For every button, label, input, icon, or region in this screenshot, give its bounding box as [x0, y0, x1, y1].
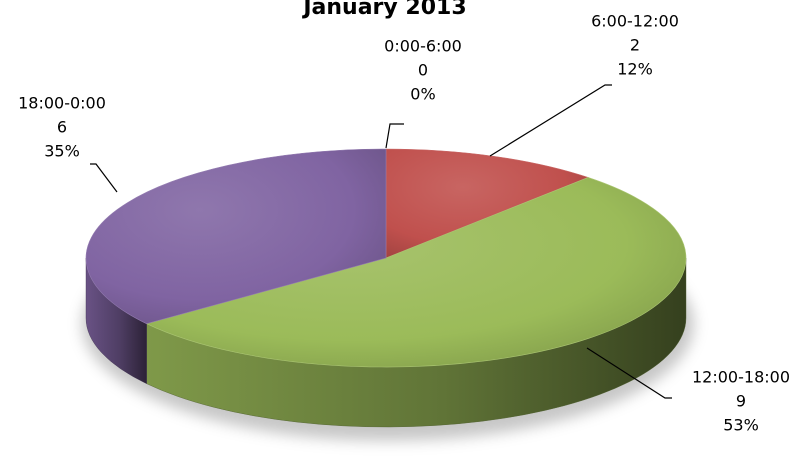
data-label-12-00-18-00-value: 9	[736, 392, 746, 411]
data-label-6-00-12-00-percent: 12%	[617, 60, 653, 79]
data-label-18-00-0-00-percent: 35%	[44, 142, 80, 161]
pie-slice-12-00-18-00	[145, 177, 687, 368]
leader-line-6-00-12-00	[489, 84, 612, 157]
chart-title: January 2013	[301, 0, 466, 20]
pie-slice-18-00-0-00	[85, 148, 387, 325]
data-label-6-00-12-00-category: 6:00-12:00	[591, 12, 679, 31]
data-label-6-00-12-00-value: 2	[630, 36, 640, 55]
data-labels: 0:00-6:00 0 0% 6:00-12:00 2 12% 12:00-18:00 9 53…	[18, 12, 790, 435]
data-label-0-00-6-00-value: 0	[418, 61, 428, 80]
data-label-18-00-0-00-value: 6	[57, 118, 67, 137]
leader-line-18-00-0-00	[90, 163, 118, 193]
leader-lines	[90, 84, 672, 399]
pie-slice-6-00-12-00	[385, 148, 589, 259]
data-label-12-00-18-00-category: 12:00-18:00	[692, 368, 790, 387]
data-label-18-00-0-00-category: 18:00-0:00	[18, 94, 106, 113]
leader-line-0-00-6-00	[385, 123, 404, 149]
leader-line-12-00-18-00	[586, 347, 672, 399]
data-label-12-00-18-00-percent: 53%	[723, 416, 759, 435]
data-label-0-00-6-00-category: 0:00-6:00	[384, 37, 462, 56]
pie-top-faces	[85, 148, 687, 368]
data-label-0-00-6-00-percent: 0%	[410, 85, 435, 104]
